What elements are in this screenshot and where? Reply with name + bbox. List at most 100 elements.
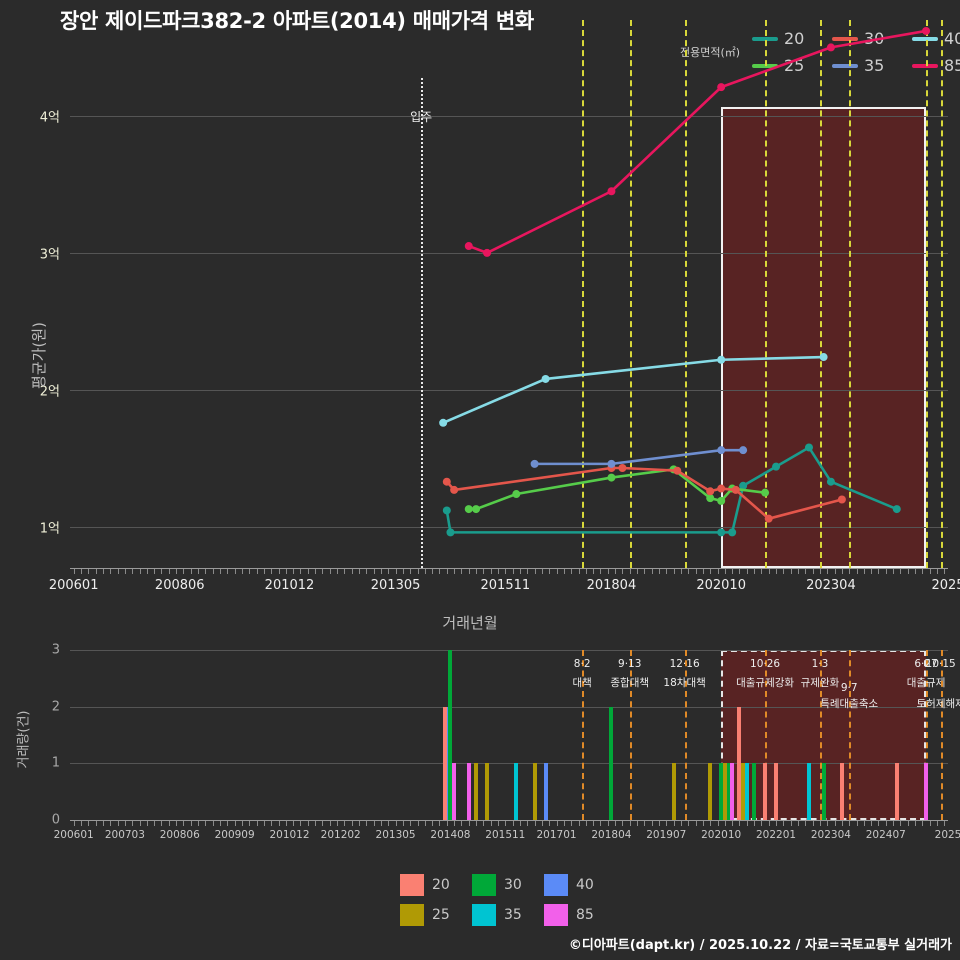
volume-bar-25[interactable] (485, 763, 490, 820)
price-xtick-minor (454, 569, 456, 574)
price-point-35[interactable] (530, 459, 539, 468)
price-point-25[interactable] (706, 494, 715, 503)
price-point-35[interactable] (717, 446, 726, 455)
volume-bar-25[interactable] (741, 763, 746, 820)
volume-bar-25[interactable] (708, 763, 713, 820)
price-point-40[interactable] (717, 355, 726, 364)
price-point-20[interactable] (739, 481, 748, 490)
price-point-30[interactable] (673, 466, 682, 475)
volume-bar-40[interactable] (543, 763, 548, 820)
price-point-25[interactable] (717, 496, 726, 505)
price-point-85[interactable] (922, 26, 931, 35)
price-point-35[interactable] (739, 446, 748, 455)
volume-bar-30[interactable] (821, 763, 826, 820)
price-point-85[interactable] (607, 187, 616, 196)
volume-xtick-minor (432, 821, 434, 826)
price-point-25[interactable] (607, 473, 616, 482)
price-point-40[interactable] (541, 374, 550, 383)
volume-policy-line-12·16 (684, 650, 687, 820)
volume-bar-25[interactable] (722, 763, 727, 820)
price-point-35[interactable] (607, 459, 616, 468)
price-point-85[interactable] (826, 43, 835, 52)
price-point-85[interactable] (464, 242, 473, 251)
price-point-20[interactable] (826, 477, 835, 486)
price-point-30[interactable] (706, 487, 715, 496)
volume-bar-85[interactable] (924, 763, 929, 820)
volume-bar-30[interactable] (726, 763, 731, 820)
volume-bar-30[interactable] (609, 706, 614, 820)
price-point-25[interactable] (464, 505, 473, 514)
price-point-20[interactable] (446, 528, 455, 537)
volume-xtick-minor (819, 821, 821, 826)
price-point-30[interactable] (764, 514, 773, 523)
volume-bar-85[interactable] (466, 763, 471, 820)
volume-bar-25[interactable] (532, 763, 537, 820)
price-xtick-minor (402, 569, 404, 574)
policy-name-10·26: 대출규제강화 (736, 677, 795, 689)
price-point-20[interactable] (717, 528, 726, 537)
policy-name-8·2: 대책 (572, 677, 592, 689)
price-point-25[interactable] (761, 488, 770, 497)
volume-xtick-minor (629, 821, 631, 826)
volume-bar-20[interactable] (839, 763, 844, 820)
price-xtick-minor (263, 569, 265, 574)
volume-xtick-minor (761, 821, 763, 826)
price-point-40[interactable] (439, 418, 448, 427)
price-point-30[interactable] (450, 485, 459, 494)
volume-bar-35[interactable] (745, 763, 750, 820)
volume-bar-30[interactable] (752, 763, 757, 820)
policy-date-6·27: 6·27 (914, 658, 938, 670)
policy-date-12·16: 12·16 (669, 658, 700, 670)
price-point-30[interactable] (717, 484, 726, 493)
price-point-30[interactable] (442, 477, 451, 486)
price-xtick-minor (154, 569, 156, 574)
volume-bar-85[interactable] (452, 763, 457, 820)
volume-bar-85[interactable] (730, 763, 735, 820)
price-ytick-3억: 3억 (39, 247, 60, 263)
volume-bar-35[interactable] (514, 763, 519, 820)
volume-gridline (70, 706, 948, 708)
volume-bar-20[interactable] (442, 706, 447, 820)
price-point-30[interactable] (731, 485, 740, 494)
volume-bar-25[interactable] (671, 763, 676, 820)
volume-bar-30[interactable] (719, 763, 724, 820)
price-xtick-minor (271, 569, 273, 574)
volume-xtick-minor (73, 821, 75, 826)
price-xtick-minor (827, 569, 829, 574)
legend-top-label: 전용면적(㎡) (680, 46, 741, 59)
price-point-25[interactable] (472, 505, 481, 514)
price-xtick-minor (732, 569, 734, 574)
ylabel-text: 평균가(원) (29, 322, 48, 389)
price-point-20[interactable] (442, 506, 451, 515)
volume-bar-30[interactable] (448, 650, 453, 820)
price-point-30[interactable] (618, 463, 627, 472)
price-point-25[interactable] (512, 490, 521, 499)
volume-xtick-minor (637, 821, 639, 826)
price-xtick-minor (176, 569, 178, 574)
price-point-20[interactable] (804, 443, 813, 452)
volume-bar-20[interactable] (894, 763, 899, 820)
price-xtick-minor (285, 569, 287, 574)
price-point-20[interactable] (772, 462, 781, 471)
price-xtick-minor (219, 569, 221, 574)
volume-bar-20[interactable] (774, 763, 779, 820)
volume-bar-20[interactable] (763, 763, 768, 820)
legend-swatch-25 (752, 64, 778, 68)
volume-xtick-minor (695, 821, 697, 826)
price-xtick-minor (124, 569, 126, 574)
price-point-20[interactable] (892, 505, 901, 514)
price-point-40[interactable] (819, 353, 828, 362)
price-xtick-minor (695, 569, 697, 574)
price-point-85[interactable] (483, 248, 492, 257)
volume-xtick-minor (739, 821, 741, 826)
volume-bar-20[interactable] (737, 706, 742, 820)
price-xtick-minor (519, 569, 521, 574)
price-point-20[interactable] (728, 528, 737, 537)
volume-bar-25[interactable] (474, 763, 479, 820)
price-xtick-minor (819, 569, 821, 574)
price-xtick-minor (498, 569, 500, 574)
price-point-30[interactable] (837, 495, 846, 504)
volume-xtick-minor (461, 821, 463, 826)
volume-bar-35[interactable] (806, 763, 811, 820)
price-point-85[interactable] (717, 83, 726, 92)
